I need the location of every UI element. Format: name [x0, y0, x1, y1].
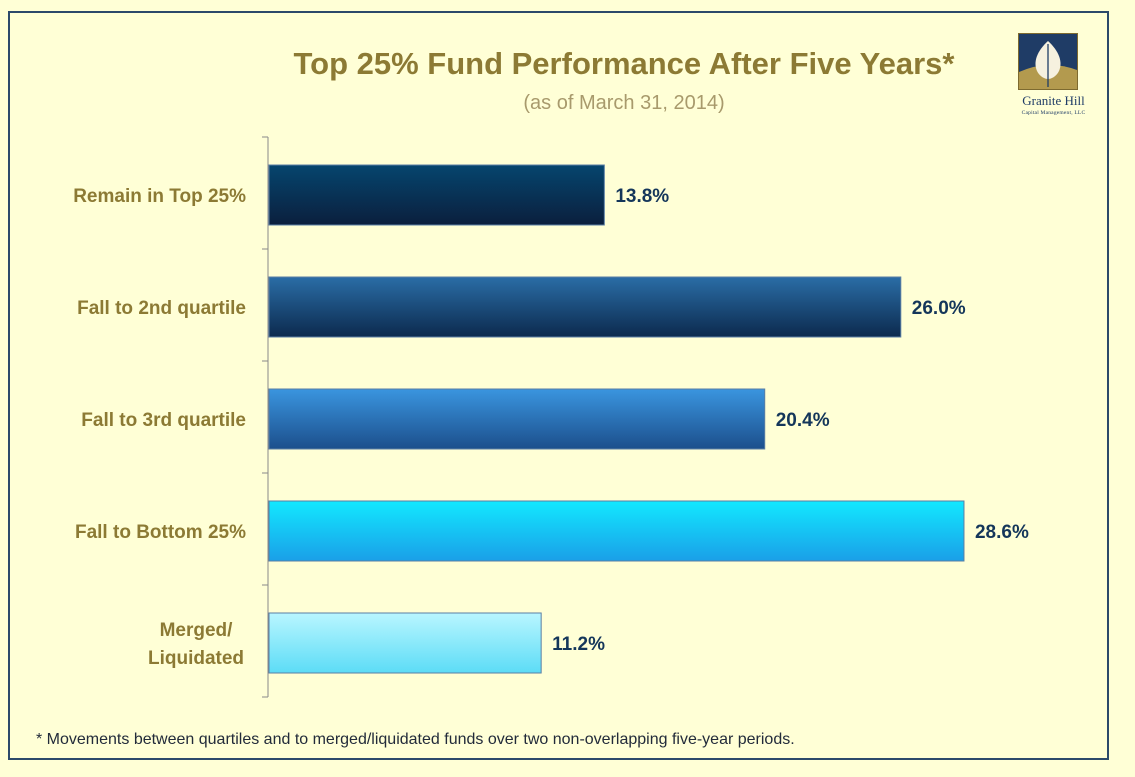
bar [268, 276, 902, 338]
footnote: * Movements between quartiles and to mer… [36, 731, 795, 748]
logo-name: Granite Hill [1022, 93, 1085, 108]
data-label: 20.4% [776, 410, 830, 431]
category-label: Merged/Liquidated [148, 620, 244, 669]
leaf-logo-icon [1018, 33, 1078, 90]
category-label: Fall to 3rd quartile [81, 410, 246, 431]
chart-title: Top 25% Fund Performance After Five Year… [293, 46, 955, 81]
data-label: 26.0% [912, 298, 966, 319]
bar [268, 388, 766, 450]
category-label: Remain in Top 25% [73, 186, 246, 207]
logo-subtitle: Capital Management, LLC [1021, 110, 1086, 116]
bar [268, 612, 542, 674]
bar [268, 500, 965, 562]
data-label: 13.8% [615, 186, 669, 207]
category-label: Fall to Bottom 25% [75, 522, 246, 543]
category-label: Fall to 2nd quartile [77, 298, 246, 319]
data-label: 28.6% [975, 522, 1029, 543]
chart-subtitle: (as of March 31, 2014) [523, 92, 725, 114]
data-label: 11.2% [552, 634, 605, 655]
company-logo: Granite Hill Capital Management, LLC [1006, 33, 1101, 123]
bar [268, 164, 605, 226]
chart-frame [8, 11, 1109, 760]
